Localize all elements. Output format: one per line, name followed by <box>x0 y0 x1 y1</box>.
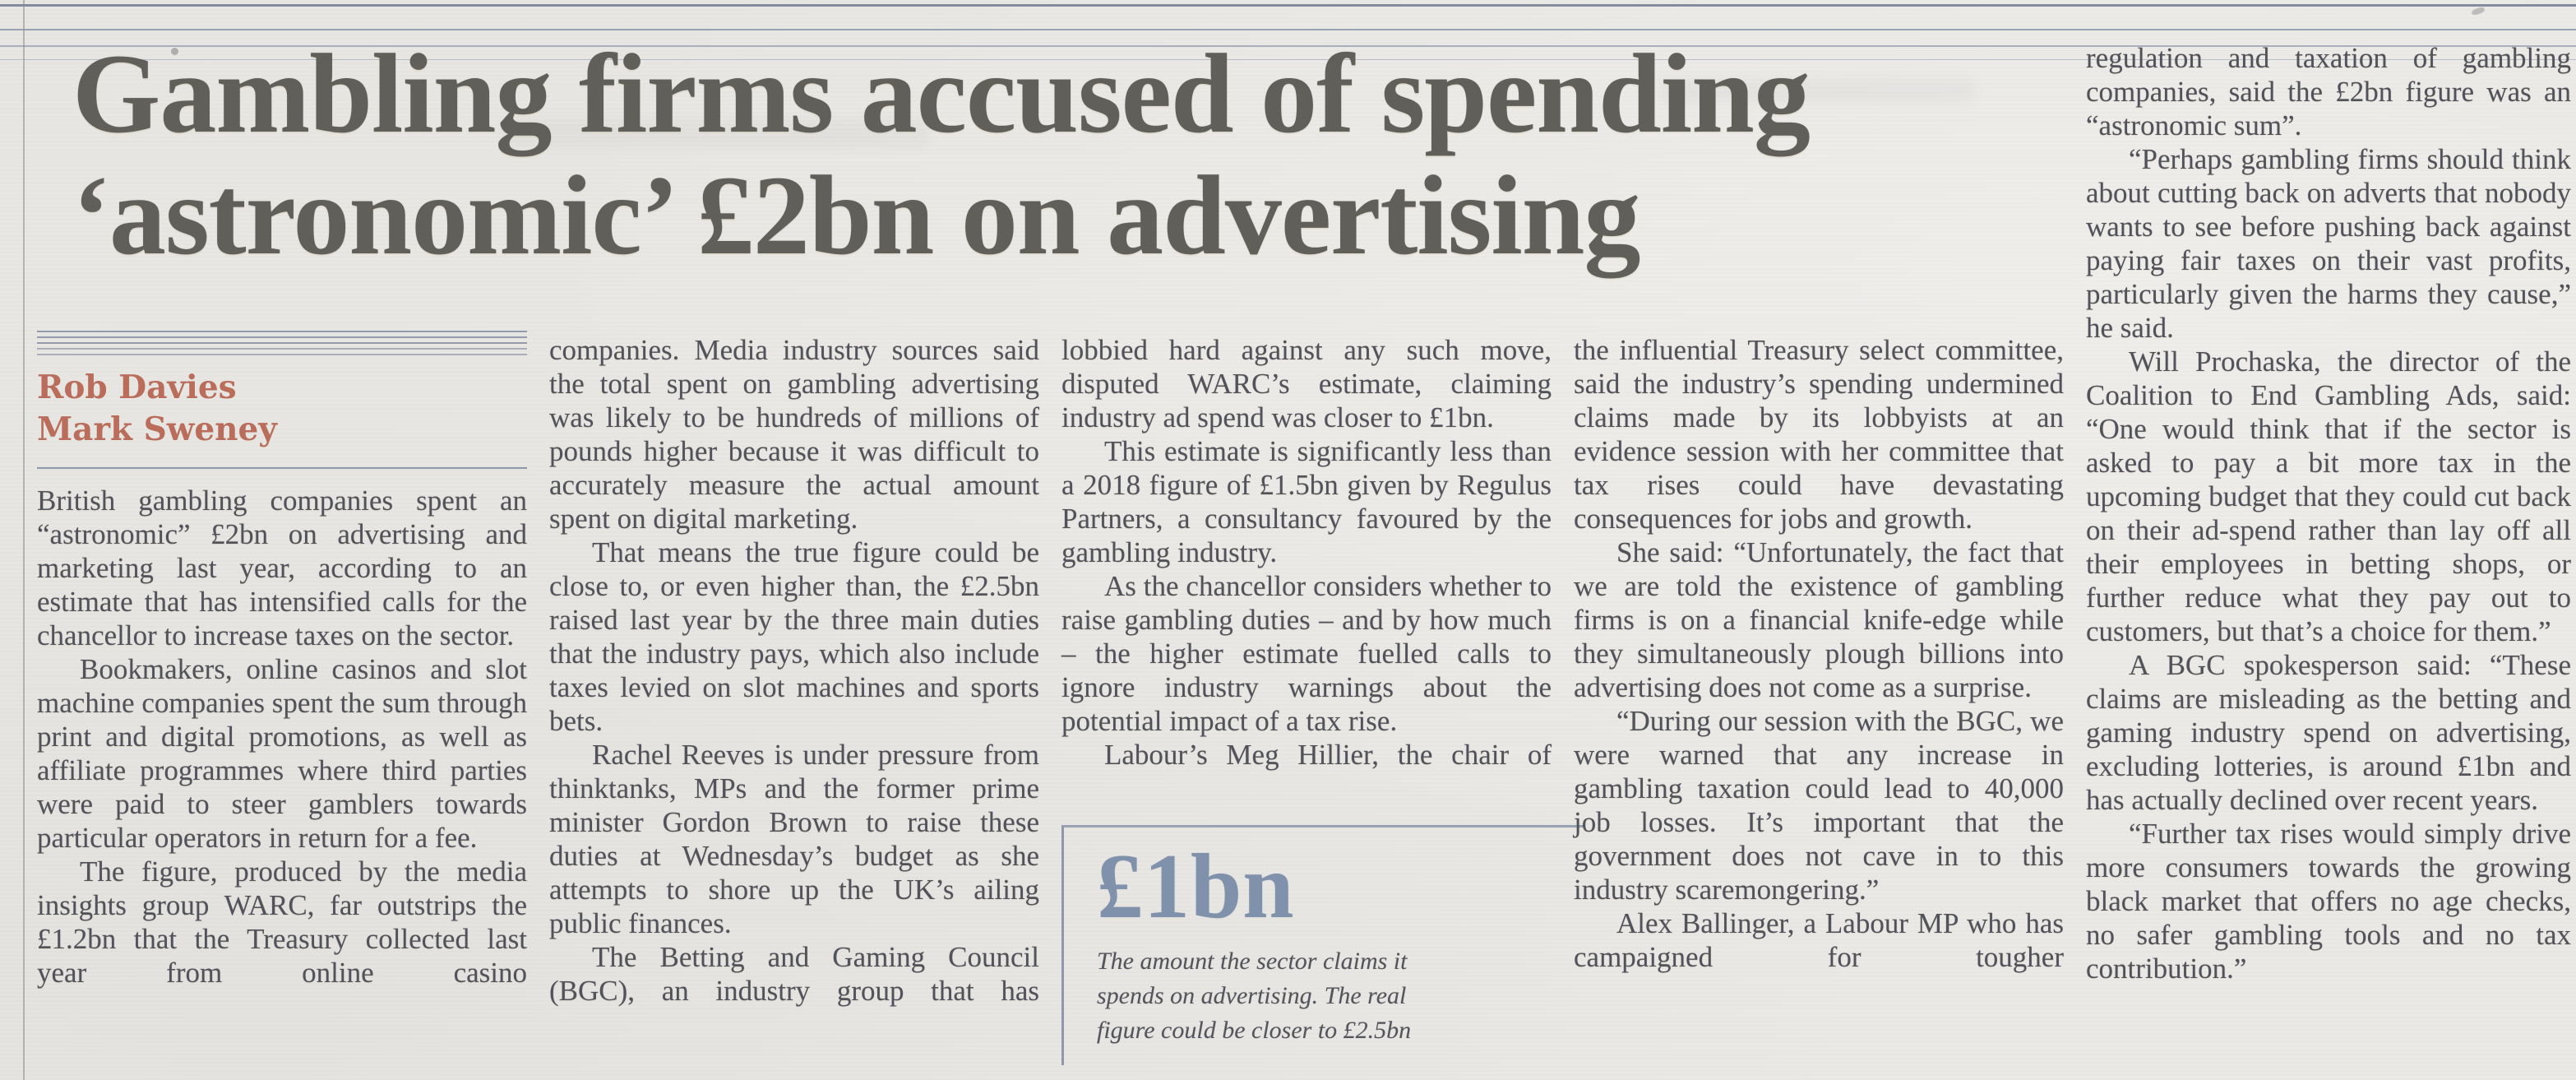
body-paragraph: lobbied hard against any such move, disp… <box>1061 334 1552 433</box>
article-column-1: Rob Davies Mark Sweney British gambling … <box>37 331 527 990</box>
headline-line-1: Gambling firms accused of spending <box>72 30 1811 156</box>
byline-rules <box>37 331 527 355</box>
article-column-2: companies. Media industry sources said t… <box>549 333 1039 1008</box>
scan-artifact <box>1661 78 1973 103</box>
body-paragraph: Bookmakers, online casinos and slot mach… <box>37 653 527 854</box>
body-paragraph: “Perhaps gambling firms should think abo… <box>2086 143 2571 344</box>
body-paragraph: Alex Ballinger, a Labour MP who has camp… <box>1574 907 2064 973</box>
byline-author: Mark Sweney <box>37 410 277 448</box>
body-paragraph: This estimate is significantly less than… <box>1061 435 1552 568</box>
byline: Rob Davies Mark Sweney <box>37 367 527 451</box>
scan-artifact <box>2471 6 2486 16</box>
byline-divider <box>37 467 527 469</box>
scan-artifact <box>502 119 929 147</box>
body-paragraph: companies. Media industry sources said t… <box>549 334 1039 535</box>
body-paragraph: That means the true figure could be clos… <box>549 536 1039 737</box>
body-paragraph: Rachel Reeves is under pressure from thi… <box>549 739 1039 939</box>
pull-quote-figure: £1bn <box>1097 836 1295 938</box>
article-column-4: the influential Treasury select committe… <box>1574 333 2064 974</box>
body-paragraph: the influential Treasury select committe… <box>1574 334 2064 535</box>
body-paragraph: A BGC spokesperson said: “These claims a… <box>2086 649 2571 816</box>
article-column-3: lobbied hard against any such move, disp… <box>1061 333 1552 772</box>
article-column-5: regulation and taxation of gambling comp… <box>2086 41 2571 985</box>
body-paragraph: “Further tax rises would simply drive mo… <box>2086 818 2571 985</box>
top-rule <box>0 4 2576 7</box>
body-paragraph: “During our session with the BGC, we wer… <box>1574 705 2064 906</box>
body-paragraph: She said: “Unfortunately, the fact that … <box>1574 536 2064 703</box>
byline-author: Rob Davies <box>37 368 237 406</box>
top-rule <box>0 59 2576 60</box>
pull-quote-caption: The amount the sector claims it spends o… <box>1097 948 1412 1044</box>
scan-fold-line <box>23 0 25 1080</box>
body-paragraph: British gambling companies spent an “ast… <box>37 484 527 651</box>
body-paragraph: The figure, produced by the media insigh… <box>37 855 527 989</box>
body-paragraph: Labour’s Meg Hillier, the chair of <box>1104 739 1552 771</box>
pull-quote-box: £1bn The amount the sector claims it spe… <box>1061 825 1585 1065</box>
top-rule <box>0 29 2576 30</box>
body-paragraph: Will Prochaska, the director of the Coal… <box>2086 345 2571 647</box>
body-paragraph: The Betting and Gaming Council (BGC), an… <box>549 941 1039 1007</box>
body-paragraph: regulation and taxation of gambling comp… <box>2086 42 2571 141</box>
headline-line-2: ‘astronomic’ £2bn on advertising <box>72 152 1640 278</box>
top-rule <box>0 45 2576 47</box>
body-paragraph: As the chancellor considers whether to r… <box>1061 570 1552 737</box>
article-headline: Gambling firms accused of spending ‘astr… <box>72 33 2070 276</box>
scan-artifact <box>171 48 178 55</box>
